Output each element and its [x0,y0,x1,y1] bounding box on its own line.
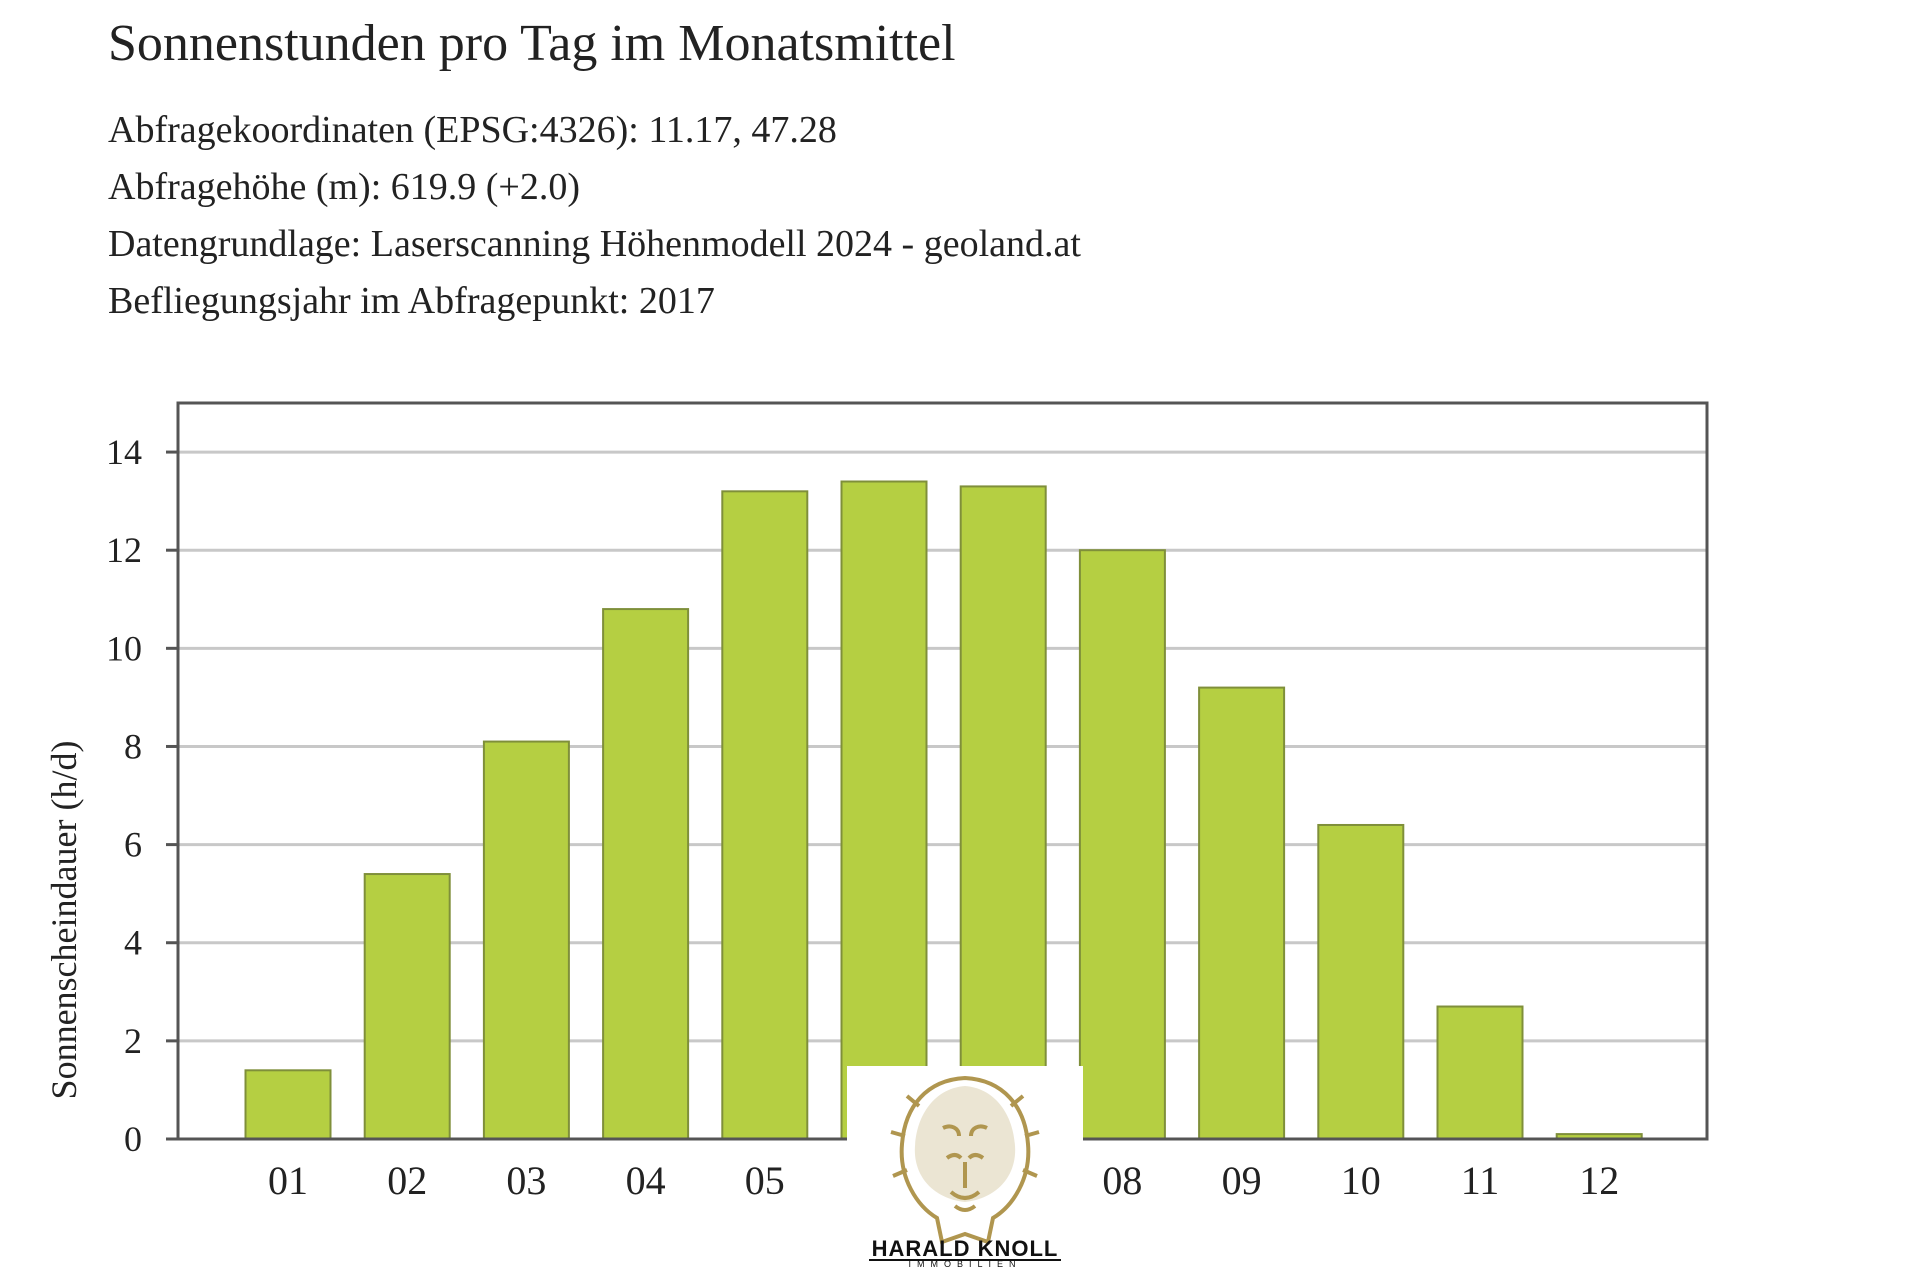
y-axis-label: Sonnenscheindauer (h/d) [44,741,84,1100]
bar-04 [602,608,690,1140]
bar-11 [1436,1005,1524,1141]
y-tick-label: 10 [106,628,142,668]
y-tick-label: 14 [106,432,142,472]
bar-07 [959,485,1047,1140]
bar-09 [1198,686,1286,1140]
logo-subtitle: IMMOBILIEN [908,1259,1021,1267]
bar-series [244,480,1643,1141]
x-tick-label: 11 [1461,1158,1500,1203]
x-tick-label: 12 [1579,1158,1619,1203]
y-tick-label: 2 [124,1021,142,1061]
x-tick-label: 05 [745,1158,785,1203]
x-tick-label: 01 [268,1158,308,1203]
data-source: Datengrundlage: Laserscanning Höhenmodel… [108,223,1081,265]
bar-01 [244,1069,332,1140]
x-axis-ticks: 01 02 03 04 05 08 09 10 11 12 [268,1158,1619,1203]
x-tick-label: 08 [1102,1158,1142,1203]
y-tick-label: 8 [124,726,142,766]
y-tick-label: 12 [106,530,142,570]
bar-10 [1317,823,1405,1140]
bar-02 [363,873,451,1140]
query-coordinates: Abfragekoordinaten (EPSG:4326): 11.17, 4… [108,109,837,151]
y-tick-label: 4 [124,923,142,963]
flight-year: Befliegungsjahr im Abfragepunkt: 2017 [108,280,715,322]
bar-08 [1078,549,1166,1140]
logo-name: HARALD KNOLL [872,1236,1059,1261]
bar-06 [840,480,928,1140]
chart-title: Sonnenstunden pro Tag im Monatsmittel [108,15,956,72]
bar-03 [482,740,570,1140]
x-tick-label: 02 [387,1158,427,1203]
query-elevation: Abfragehöhe (m): 619.9 (+2.0) [108,166,581,208]
bar-05 [721,490,809,1140]
x-tick-label: 03 [506,1158,546,1203]
company-logo: HARALD KNOLL IMMOBILIEN [847,1066,1083,1269]
y-axis-ticks: 0 2 4 6 8 10 12 14 [106,432,178,1159]
x-tick-label: 10 [1341,1158,1381,1203]
x-tick-label: 04 [626,1158,666,1203]
y-tick-label: 0 [124,1119,142,1159]
y-tick-label: 6 [124,825,142,865]
x-tick-label: 09 [1222,1158,1262,1203]
